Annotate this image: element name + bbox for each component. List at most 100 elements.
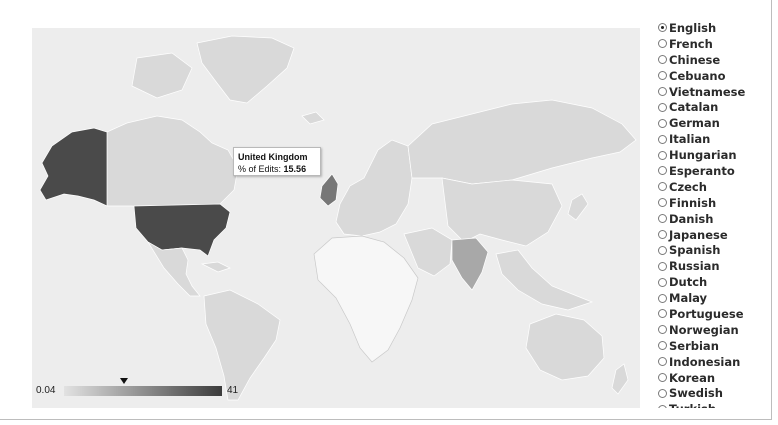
radio-button[interactable]	[658, 261, 667, 271]
region-canada[interactable]	[106, 115, 239, 212]
language-option-esperanto[interactable]: Esperanto	[658, 163, 770, 179]
language-label: Vietnamese	[669, 84, 746, 99]
language-option-serbian[interactable]: Serbian	[658, 338, 770, 354]
region-caribbean[interactable]	[200, 261, 231, 273]
world-map-svg	[39, 35, 637, 401]
language-option-swedish[interactable]: Swedish	[658, 385, 770, 401]
region-southeast-asia[interactable]	[495, 249, 594, 311]
radio-button[interactable]	[658, 150, 667, 160]
region-russia[interactable]	[407, 99, 637, 185]
region-new-zealand[interactable]	[611, 363, 629, 395]
tooltip-metric-value: 15.56	[283, 164, 307, 174]
region-greenland[interactable]	[196, 35, 295, 104]
radio-button[interactable]	[658, 293, 667, 303]
country-tooltip: United Kingdom % of Edits: 15.56	[233, 147, 321, 176]
radio-button[interactable]	[658, 341, 667, 351]
language-option-catalan[interactable]: Catalan	[658, 99, 770, 115]
tooltip-country: United Kingdom	[238, 152, 308, 162]
region-australia[interactable]	[525, 313, 605, 381]
region-mexico[interactable]	[147, 241, 201, 297]
radio-button[interactable]	[658, 230, 667, 240]
radio-button[interactable]	[658, 404, 667, 408]
language-option-italian[interactable]: Italian	[658, 131, 770, 147]
language-option-norwegian[interactable]: Norwegian	[658, 322, 770, 338]
language-label: Malay	[669, 291, 708, 306]
radio-button[interactable]	[658, 102, 667, 112]
language-list: English French Chinese Cebuano Vietnamese Cat…	[658, 20, 770, 408]
radio-button[interactable]	[658, 39, 667, 49]
language-option-portuguese[interactable]: Portuguese	[658, 306, 770, 322]
language-option-cebuano[interactable]: Cebuano	[658, 68, 770, 84]
language-option-malay[interactable]: Malay	[658, 290, 770, 306]
radio-button[interactable]	[658, 134, 667, 144]
tooltip-metric-label: % of Edits:	[238, 164, 282, 174]
language-option-korean[interactable]: Korean	[658, 370, 770, 386]
radio-button[interactable]	[658, 23, 667, 33]
language-label: Czech	[669, 179, 707, 194]
language-label: Finnish	[669, 195, 717, 210]
language-label: Swedish	[669, 386, 723, 401]
legend-gradient-bar	[64, 386, 222, 396]
color-legend: 0.04 41	[32, 378, 272, 408]
radio-button[interactable]	[658, 214, 667, 224]
region-united-kingdom[interactable]	[319, 173, 339, 207]
radio-button[interactable]	[658, 118, 667, 128]
radio-button[interactable]	[658, 357, 667, 367]
language-label: Norwegian	[669, 322, 739, 337]
language-label: Portuguese	[669, 306, 744, 321]
radio-button[interactable]	[658, 373, 667, 383]
radio-button[interactable]	[658, 198, 667, 208]
language-option-indonesian[interactable]: Indonesian	[658, 354, 770, 370]
radio-button[interactable]	[658, 277, 667, 287]
region-japan[interactable]	[567, 193, 589, 221]
radio-button[interactable]	[658, 166, 667, 176]
region-china[interactable]	[441, 177, 563, 247]
language-option-russian[interactable]: Russian	[658, 258, 770, 274]
language-option-french[interactable]: French	[658, 36, 770, 52]
region-middle-east[interactable]	[403, 227, 453, 277]
language-label: Chinese	[669, 52, 721, 67]
language-label: Indonesian	[669, 354, 741, 369]
language-option-dutch[interactable]: Dutch	[658, 274, 770, 290]
language-option-german[interactable]: German	[658, 115, 770, 131]
region-united-states[interactable]	[133, 203, 231, 257]
radio-button[interactable]	[658, 182, 667, 192]
language-option-danish[interactable]: Danish	[658, 211, 770, 227]
language-option-czech[interactable]: Czech	[658, 179, 770, 195]
language-label: Danish	[669, 211, 714, 226]
language-label: French	[669, 36, 713, 51]
radio-button[interactable]	[658, 71, 667, 81]
language-label: Esperanto	[669, 163, 735, 178]
language-label: Russian	[669, 259, 720, 274]
language-option-spanish[interactable]: Spanish	[658, 242, 770, 258]
language-option-chinese[interactable]: Chinese	[658, 52, 770, 68]
legend-max-label: 41	[227, 385, 239, 396]
region-europe[interactable]	[335, 139, 413, 237]
language-label: Turkish	[669, 402, 716, 408]
region-india[interactable]	[451, 237, 489, 291]
radio-button[interactable]	[658, 309, 667, 319]
legend-min-label: 0.04	[36, 385, 56, 396]
region-iceland[interactable]	[301, 111, 325, 125]
language-label: Spanish	[669, 243, 721, 258]
radio-button[interactable]	[658, 87, 667, 96]
region-canada-arctic[interactable]	[131, 52, 193, 99]
language-option-vietnamese[interactable]: Vietnamese	[658, 84, 770, 100]
language-option-finnish[interactable]: Finnish	[658, 195, 770, 211]
language-option-english[interactable]: English	[658, 20, 770, 36]
radio-button[interactable]	[658, 388, 667, 398]
language-option-japanese[interactable]: Japanese	[658, 227, 770, 243]
world-map[interactable]	[32, 28, 640, 408]
radio-button[interactable]	[658, 325, 667, 335]
language-label: English	[669, 20, 717, 35]
language-option-hungarian[interactable]: Hungarian	[658, 147, 770, 163]
region-south-america[interactable]	[203, 289, 281, 401]
region-africa[interactable]	[313, 235, 419, 363]
language-label: Dutch	[669, 275, 708, 290]
radio-button[interactable]	[658, 245, 667, 255]
region-alaska[interactable]	[39, 127, 108, 207]
radio-button[interactable]	[658, 55, 667, 65]
language-label: Japanese	[669, 227, 728, 242]
language-option-turkish[interactable]: Turkish	[658, 401, 770, 408]
